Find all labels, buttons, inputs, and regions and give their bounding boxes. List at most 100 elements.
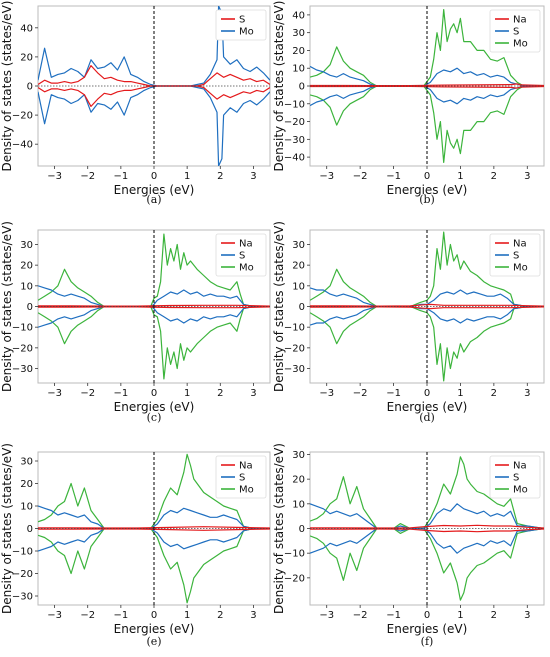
y-tick-label: 30 [292, 240, 305, 251]
x-tick-label: −3 [47, 171, 62, 182]
x-tick-label: 2 [217, 388, 223, 399]
legend-box [489, 455, 541, 499]
legend-label-s: S [513, 27, 519, 38]
y-tick-label: −30 [12, 364, 33, 375]
x-axis-label: Energies (eV) [387, 622, 468, 636]
panel-caption: (d) [419, 411, 435, 424]
y-tick-label: −10 [12, 547, 33, 558]
x-tick-label: −2 [80, 610, 95, 621]
y-tick-label: −30 [284, 135, 305, 146]
y-tick-label: 0 [27, 302, 33, 313]
legend-box [215, 455, 267, 499]
x-axis-label: Energies (eV) [114, 183, 195, 197]
series-na-spin-up [310, 303, 544, 307]
x-tick-label: 1 [184, 610, 190, 621]
x-tick-label: −1 [386, 171, 401, 182]
y-tick-label: 30 [292, 450, 305, 461]
y-tick-label: −30 [284, 364, 305, 375]
y-tick-label: −40 [284, 153, 305, 164]
x-axis-label: Energies (eV) [114, 400, 195, 414]
legend-label-s: S [513, 251, 519, 262]
series-mo-spin-down [310, 85, 544, 163]
x-tick-label: −3 [47, 388, 62, 399]
x-tick-label: 1 [184, 388, 190, 399]
series-lines [310, 9, 544, 163]
x-tick-label: 3 [250, 610, 256, 621]
x-tick-label: −3 [319, 388, 334, 399]
series-mo-spin-down [310, 305, 544, 382]
y-axis-label: Density of states (states/eV) [272, 221, 286, 392]
y-tick-label: 10 [292, 64, 305, 75]
series-mo-spin-up [38, 453, 270, 530]
x-axis-label: Energies (eV) [387, 400, 468, 414]
series-mo-spin-up [310, 9, 544, 87]
y-tick-label: 40 [292, 10, 305, 21]
legend-box [215, 233, 267, 277]
legend-label-na: Na [513, 461, 527, 472]
series-na-spin-up [310, 524, 544, 529]
legend-label-na: Na [513, 239, 527, 250]
y-axis-label: Density of states (states/eV) [0, 1, 14, 172]
series-na-spin-down [310, 306, 544, 310]
x-tick-label: 0 [424, 610, 430, 621]
x-axis-label: Energies (eV) [114, 622, 195, 636]
y-tick-label: −20 [12, 569, 33, 580]
x-tick-label: 3 [250, 388, 256, 399]
x-tick-label: −2 [80, 171, 95, 182]
y-tick-label: −30 [12, 592, 33, 603]
x-tick-label: −2 [353, 171, 368, 182]
legend-label-na: Na [513, 15, 527, 26]
series-mo-spin-down [38, 305, 270, 380]
legend-label-mo: Mo [513, 485, 528, 496]
y-tick-label: 20 [20, 479, 33, 490]
x-tick-label: −2 [80, 388, 95, 399]
series-s-spin-up [310, 287, 544, 308]
x-tick-label: 2 [491, 610, 497, 621]
x-tick-label: 1 [184, 171, 190, 182]
x-tick-label: −2 [353, 388, 368, 399]
series-lines [310, 231, 544, 382]
panel-caption: (f) [421, 635, 434, 648]
series-s-spin-up [38, 285, 270, 308]
y-tick-label: 20 [292, 261, 305, 272]
x-tick-label: 0 [151, 610, 157, 621]
y-tick-label: −10 [284, 549, 305, 560]
series-s-spin-up [310, 65, 544, 87]
y-tick-label: 10 [20, 281, 33, 292]
panel-b: −3 −2 −1 0 1 2 3−40−30−20−10010203040Energies … [272, 1, 545, 206]
series-s-spin-up [310, 503, 544, 530]
series-na-spin-down [310, 85, 544, 89]
series-lines [38, 233, 270, 380]
legend-box [489, 233, 541, 277]
series-mo-spin-up [310, 231, 544, 308]
x-tick-label: 2 [491, 171, 497, 182]
y-tick-label: 10 [292, 499, 305, 510]
x-tick-label: 1 [457, 171, 463, 182]
x-tick-label: 3 [524, 388, 530, 399]
x-tick-label: −1 [113, 388, 128, 399]
x-tick-label: 3 [524, 171, 530, 182]
x-tick-label: −3 [47, 610, 62, 621]
y-tick-label: 0 [299, 524, 305, 535]
y-tick-label: 0 [299, 302, 305, 313]
y-tick-label: −20 [284, 573, 305, 584]
x-tick-label: 2 [217, 610, 223, 621]
series-mo-spin-up [310, 456, 544, 530]
y-tick-label: 20 [292, 46, 305, 57]
series-s-spin-up [38, 505, 270, 530]
y-tick-label: 0 [299, 82, 305, 93]
legend-label-mo: Mo [239, 263, 254, 274]
y-tick-label: 30 [20, 240, 33, 251]
y-tick-label: 0 [27, 524, 33, 535]
x-tick-label: 3 [250, 171, 256, 182]
series-s-spin-down [38, 305, 270, 328]
legend-label-na: Na [239, 239, 253, 250]
series-lines [310, 456, 544, 601]
